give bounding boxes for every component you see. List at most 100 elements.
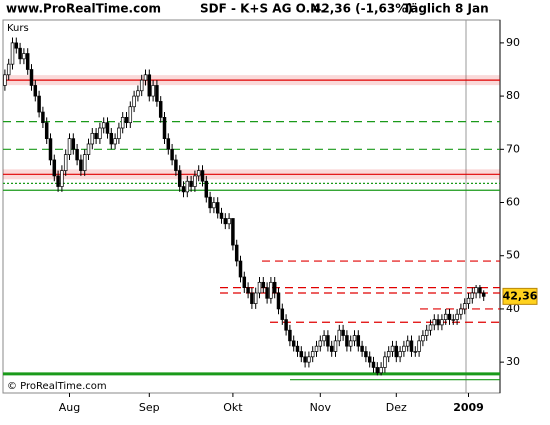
candle-body — [451, 319, 456, 321]
candle-body — [132, 95, 136, 108]
candle-body — [234, 244, 239, 262]
y-tick-label: 60 — [506, 196, 520, 209]
candle-body — [82, 154, 87, 171]
candle-body — [421, 335, 425, 342]
candle-body — [345, 335, 349, 347]
candle-body — [155, 85, 159, 102]
candle-body — [60, 170, 64, 187]
candle-body — [227, 218, 231, 225]
candle-body — [443, 313, 448, 320]
candle-body — [447, 313, 452, 320]
candle-body — [208, 196, 212, 209]
candle-body — [288, 329, 292, 342]
candle-body — [253, 292, 258, 304]
candle-body — [238, 260, 243, 278]
candle-body — [314, 345, 319, 352]
candle-body — [56, 175, 60, 187]
candle-body — [379, 367, 383, 374]
candle-body — [75, 148, 79, 161]
candle-body — [90, 132, 95, 145]
candle-body — [356, 335, 361, 347]
candle-body — [246, 287, 250, 294]
y-tick-label: 90 — [506, 36, 520, 49]
candle-body — [29, 69, 34, 86]
candle-body — [367, 356, 372, 363]
candle-body — [113, 138, 117, 145]
candle-body — [462, 303, 467, 310]
candle-body — [303, 356, 307, 363]
candle-body — [196, 170, 201, 177]
y-tick-label: 40 — [506, 302, 520, 315]
candle-body — [223, 218, 228, 225]
candle-body — [341, 329, 345, 336]
candle-body — [386, 351, 391, 358]
candle-body — [136, 90, 140, 97]
candle-body — [428, 324, 433, 331]
candle-body — [284, 319, 288, 331]
candle-body — [18, 47, 22, 60]
site: www.ProRealTime.com — [6, 2, 161, 16]
candle-body — [394, 345, 399, 358]
candle-body — [3, 74, 7, 86]
candle-body — [52, 159, 57, 177]
candle-body — [71, 138, 76, 150]
candle-body — [326, 335, 330, 347]
candle-body — [329, 345, 334, 352]
candle-body — [352, 335, 357, 342]
candle-body — [276, 292, 281, 310]
x-tick-label: Okt — [223, 401, 243, 414]
candle-body — [478, 287, 482, 294]
candle-body — [307, 356, 311, 363]
candle-body — [219, 212, 224, 219]
candle-body — [181, 186, 186, 193]
candle-body — [295, 345, 300, 352]
candle-body — [280, 308, 285, 320]
candle-body — [364, 351, 368, 358]
y-tick-label: 70 — [506, 142, 520, 155]
candle-body — [166, 138, 171, 150]
instrument: SDF - K+S AG O.N. — [200, 2, 325, 16]
candle-body — [215, 202, 220, 214]
candle-body — [318, 340, 323, 347]
candle-body — [390, 345, 395, 352]
candle-body — [466, 297, 471, 304]
candle-body — [193, 175, 197, 187]
candle-body — [86, 143, 91, 155]
candle-body — [48, 138, 53, 161]
candle-body — [383, 356, 387, 368]
candle-body — [212, 202, 216, 209]
candle-body — [291, 340, 296, 347]
footer: © ProRealTime.com — [7, 381, 107, 392]
candle-body — [375, 367, 380, 374]
candle-body — [174, 159, 178, 171]
candle-body — [405, 340, 410, 347]
x-tick-label: Aug — [59, 401, 80, 414]
candle-body — [101, 122, 106, 129]
candle-body — [348, 340, 353, 347]
candle-body — [147, 74, 152, 97]
x-tick-label: 2009 — [453, 401, 484, 414]
candle-body — [310, 351, 315, 358]
candle-body — [371, 361, 376, 368]
y-tick-label: 50 — [506, 249, 520, 262]
candle-body — [37, 95, 41, 113]
candle-body — [151, 85, 155, 97]
candle-body — [162, 117, 167, 140]
candle-body — [25, 53, 30, 70]
candle-body — [257, 281, 262, 294]
candle-body — [470, 292, 475, 299]
candle-body — [242, 276, 247, 288]
candle-body — [360, 345, 364, 352]
candle-body — [44, 122, 49, 140]
candle-body — [204, 180, 209, 198]
candle-body — [158, 101, 163, 118]
candle-body — [14, 42, 19, 49]
candle-body — [185, 180, 190, 193]
candle-body — [79, 159, 83, 171]
candle-body — [459, 308, 463, 315]
y-tick-label: 80 — [506, 89, 520, 102]
candle-body — [94, 132, 98, 140]
candle-body — [337, 329, 342, 342]
candle-body — [402, 345, 406, 352]
quote: 42,36 (-1,63%) — [313, 2, 413, 16]
